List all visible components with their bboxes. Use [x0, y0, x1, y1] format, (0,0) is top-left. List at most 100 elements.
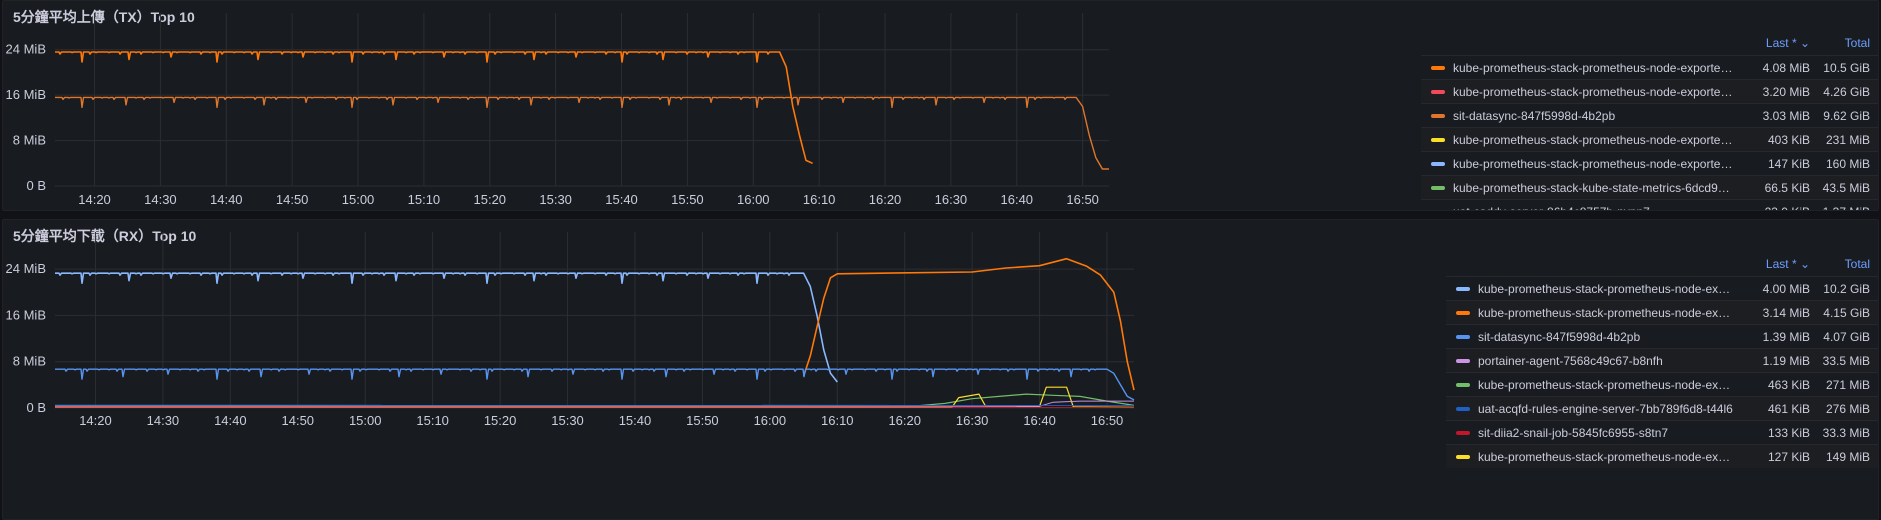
legend-last-value: 4.00 MiB [1762, 281, 1810, 296]
legend-color-swatch [1456, 310, 1470, 315]
legend-color-swatch [1456, 406, 1470, 411]
panel-title[interactable]: 5分鐘平均上傳（TX）Top 10 [13, 9, 195, 25]
legend-series-name: sit-datasync-847f5998d-4b2pb [1478, 329, 1641, 344]
legend-series-name: uat-caddy-server-86b4c8757b-nvpn7 [1453, 205, 1734, 211]
legend-last-value: 23.0 KiB [1734, 205, 1818, 211]
legend-last-value: 463 KiB [1767, 377, 1810, 392]
rx-legend: Last * ⌄ Total kube-prometheus-stack-pro… [1446, 252, 1878, 468]
legend-item[interactable]: kube-prometheus-stack-prometheus-node-ex… [1421, 151, 1878, 175]
x-tick-label: 15:50 [686, 413, 719, 428]
rx-chart[interactable]: 0 B 8 MiB 16 MiB 24 MiB 14:20 14:30 14:40 14:50… [3, 220, 1143, 520]
legend-sort-total[interactable]: Total [1844, 257, 1870, 271]
legend-series-name: uat-acqfd-rules-engine-server-7bb789f6d8… [1478, 401, 1733, 416]
legend-last-value: 3.20 MiB [1762, 84, 1810, 99]
legend-item[interactable]: sit-diia2-snail-job-5845fc6955-s8tn7 133 … [1446, 420, 1878, 444]
legend-sort-last[interactable]: Last * ⌄ [1765, 257, 1810, 271]
legend-series-name: kube-prometheus-stack-prometheus-node-ex… [1453, 132, 1734, 147]
legend-item[interactable]: portainer-agent-7568c49c67-b8nfh 1.19 MiB… [1446, 348, 1878, 372]
legend-series-name: kube-prometheus-stack-prometheus-node-ex… [1478, 305, 1734, 320]
x-tick-label: 15:10 [408, 192, 441, 207]
x-tick-label: 15:30 [539, 192, 572, 207]
legend-total-value: 4.07 GiB [1823, 329, 1870, 344]
series-line[interactable] [802, 257, 1135, 391]
legend-item[interactable]: kube-prometheus-stack-prometheus-node-ex… [1446, 372, 1878, 396]
legend-sort-last[interactable]: Last * ⌄ [1765, 36, 1810, 50]
legend-item[interactable]: sit-datasync-847f5998d-4b2pb 1.39 MiB 4.07… [1446, 324, 1878, 348]
y-tick-label: 16 MiB [6, 307, 46, 322]
x-tick-label: 14:30 [147, 413, 180, 428]
legend-series-name: kube-prometheus-stack-prometheus-node-ex… [1453, 84, 1734, 99]
legend-total-value: 10.2 GiB [1823, 281, 1870, 296]
legend-last-value: 3.03 MiB [1762, 108, 1810, 123]
legend-color-swatch [1456, 286, 1470, 291]
legend-last-value: 133 KiB [1767, 425, 1810, 440]
legend-color-swatch [1431, 161, 1445, 166]
legend-total-value: 1.37 MiB [1818, 205, 1878, 211]
x-tick-label: 15:20 [474, 192, 507, 207]
x-tick-label: 14:50 [276, 192, 309, 207]
legend-item[interactable]: kube-prometheus-stack-prometheus-node-ex… [1446, 444, 1878, 468]
x-tick-label: 16:50 [1066, 192, 1099, 207]
legend-series-name: kube-prometheus-stack-kube-state-metrics… [1453, 180, 1734, 195]
x-tick-label: 15:40 [619, 413, 652, 428]
x-tick-label: 15:50 [671, 192, 704, 207]
series-line[interactable] [55, 51, 813, 165]
x-tick-label: 14:50 [282, 413, 315, 428]
legend-series-name: kube-prometheus-stack-prometheus-node-ex… [1478, 281, 1734, 296]
panel-title[interactable]: 5分鐘平均下載（RX）Top 10 [13, 228, 197, 244]
x-tick-label: 16:10 [803, 192, 836, 207]
x-tick-label: 14:20 [78, 192, 111, 207]
series-line[interactable] [55, 272, 838, 383]
legend-item[interactable]: kube-prometheus-stack-prometheus-node-ex… [1446, 276, 1878, 300]
legend-last-value: 1.19 MiB [1762, 353, 1810, 368]
x-tick-label: 16:40 [1023, 413, 1056, 428]
legend-series-name: portainer-agent-7568c49c67-b8nfh [1478, 353, 1663, 368]
legend-item[interactable]: kube-prometheus-stack-kube-state-metrics… [1421, 175, 1878, 199]
legend-total-value: 9.62 GiB [1823, 108, 1870, 123]
x-tick-label: 16:00 [754, 413, 787, 428]
y-tick-label: 8 MiB [13, 133, 46, 148]
x-tick-label: 14:40 [210, 192, 243, 207]
tx-chart[interactable]: 0 B 8 MiB 16 MiB 24 MiB 14:20 14:30 14:40 14:50… [3, 1, 1118, 211]
legend-header: Last * ⌄ Total [1421, 31, 1878, 55]
legend-total-value: 43.5 MiB [1822, 180, 1870, 195]
legend-total-value: 231 MiB [1825, 132, 1870, 147]
legend-item[interactable]: kube-prometheus-stack-prometheus-node-ex… [1421, 79, 1878, 103]
x-tick-label: 14:20 [79, 413, 112, 428]
x-tick-label: 15:00 [342, 192, 375, 207]
y-tick-label: 24 MiB [6, 261, 46, 276]
legend-total-value: 149 MiB [1825, 449, 1870, 464]
rx-panel[interactable]: 5分鐘平均下載（RX）Top 10 0 B 8 MiB 16 MiB 24 MiB 14… [2, 219, 1879, 520]
legend-last-value: 461 KiB [1767, 401, 1810, 416]
series-line[interactable] [55, 96, 1109, 170]
legend-total-value: 10.5 GiB [1823, 60, 1870, 75]
legend-series-name: sit-diia2-snail-job-5845fc6955-s8tn7 [1478, 425, 1669, 440]
x-tick-label: 16:20 [869, 192, 902, 207]
tx-legend: Last * ⌄ Total kube-prometheus-stack-pro… [1421, 31, 1878, 211]
legend-last-value: 3.14 MiB [1762, 305, 1810, 320]
legend-item[interactable]: kube-prometheus-stack-prometheus-node-ex… [1421, 127, 1878, 151]
legend-color-swatch [1431, 185, 1445, 190]
legend-item[interactable]: kube-prometheus-stack-prometheus-node-ex… [1421, 55, 1878, 79]
legend-total-value: 4.26 GiB [1823, 84, 1870, 99]
series-line[interactable] [55, 393, 1135, 407]
legend-item[interactable]: sit-datasync-847f5998d-4b2pb 3.03 MiB 9.62… [1421, 103, 1878, 127]
series-line[interactable] [55, 400, 1134, 407]
tx-panel[interactable]: 5分鐘平均上傳（TX）Top 10 0 B 8 MiB 16 MiB 24 MiB 14… [2, 0, 1879, 211]
legend-item[interactable]: uat-caddy-server-86b4c8757b-nvpn723.0 Ki… [1421, 199, 1878, 211]
legend-color-swatch [1456, 358, 1470, 363]
legend-color-swatch [1431, 137, 1445, 142]
legend-color-swatch [1431, 113, 1445, 118]
x-tick-label: 15:20 [484, 413, 517, 428]
series-line[interactable] [55, 368, 1135, 401]
y-tick-label: 8 MiB [13, 354, 46, 369]
legend-sort-total[interactable]: Total [1844, 36, 1870, 50]
legend-color-swatch [1456, 382, 1470, 387]
legend-item[interactable]: kube-prometheus-stack-prometheus-node-ex… [1446, 300, 1878, 324]
legend-series-name: kube-prometheus-stack-prometheus-node-ex… [1478, 449, 1734, 464]
x-tick-label: 15:30 [551, 413, 584, 428]
legend-item[interactable]: uat-acqfd-rules-engine-server-7bb789f6d8… [1446, 396, 1878, 420]
legend-color-swatch [1431, 209, 1445, 210]
y-tick-label: 0 B [26, 400, 46, 415]
legend-header: Last * ⌄ Total [1446, 252, 1878, 276]
